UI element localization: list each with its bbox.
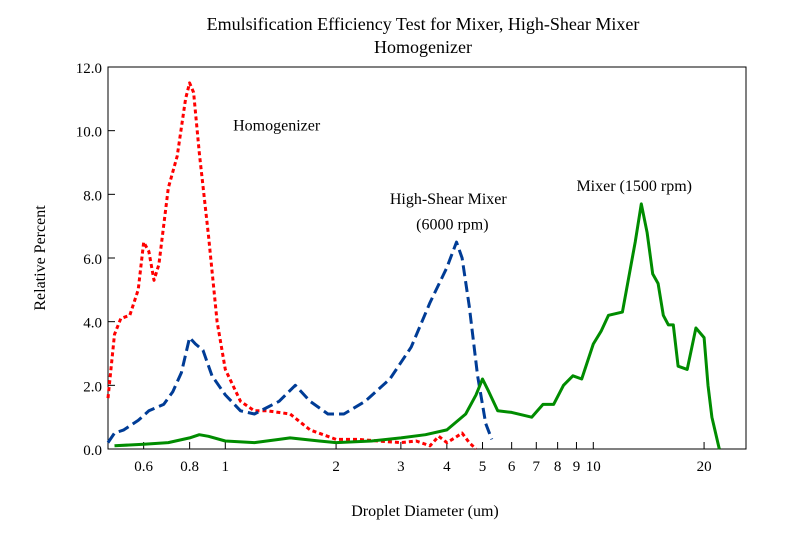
annotation-label: High-Shear Mixer — [390, 191, 508, 208]
x-tick-label: 4 — [443, 459, 451, 475]
y-tick-label: 8.0 — [83, 188, 102, 204]
series-line-2 — [106, 240, 494, 444]
x-axis-label: Droplet Diameter (um) — [351, 503, 499, 520]
series-line-1 — [106, 81, 478, 451]
x-tick-label: 3 — [397, 459, 405, 475]
y-tick-label: 6.0 — [83, 252, 102, 268]
series-line-3 — [114, 202, 721, 450]
y-tick-label: 0.0 — [83, 443, 102, 459]
x-axis: 0.6 0.8 1 2 3 4 5 6 7 8 9 10 20 — [134, 442, 712, 475]
annotation-label: Mixer (1500 rpm) — [576, 178, 692, 195]
x-tick-label: 0.6 — [134, 459, 153, 475]
y-tick-label: 12.0 — [76, 61, 102, 77]
x-tick-label: 2 — [332, 459, 340, 475]
y-axis-label: Relative Percent — [32, 205, 49, 311]
y-tick-label: 2.0 — [83, 379, 102, 395]
x-tick-label: 5 — [479, 459, 487, 475]
annotation-label: Homogenizer — [233, 118, 321, 135]
chart-subtitle: Homogenizer — [374, 37, 472, 57]
x-tick-label: 7 — [533, 459, 541, 475]
x-tick-label: 10 — [586, 459, 601, 475]
series-group — [106, 81, 721, 451]
x-tick-label: 9 — [573, 459, 581, 475]
y-tick-label: 4.0 — [83, 316, 102, 332]
annotations: Homogenizer High-Shear Mixer (6000 rpm) Mix… — [233, 118, 692, 234]
annotation-label: (6000 rpm) — [416, 216, 488, 233]
x-tick-label: 0.8 — [180, 459, 199, 475]
y-axis: 0.0 2.0 4.0 6.0 8.0 10.0 12.0 — [76, 61, 115, 459]
x-tick-label: 20 — [697, 459, 712, 475]
y-tick-label: 10.0 — [76, 125, 102, 141]
x-tick-label: 1 — [222, 459, 230, 475]
x-tick-label: 8 — [554, 459, 562, 475]
x-tick-label: 6 — [508, 459, 516, 475]
chart-title: Emulsification Efficiency Test for Mixer… — [207, 14, 640, 34]
